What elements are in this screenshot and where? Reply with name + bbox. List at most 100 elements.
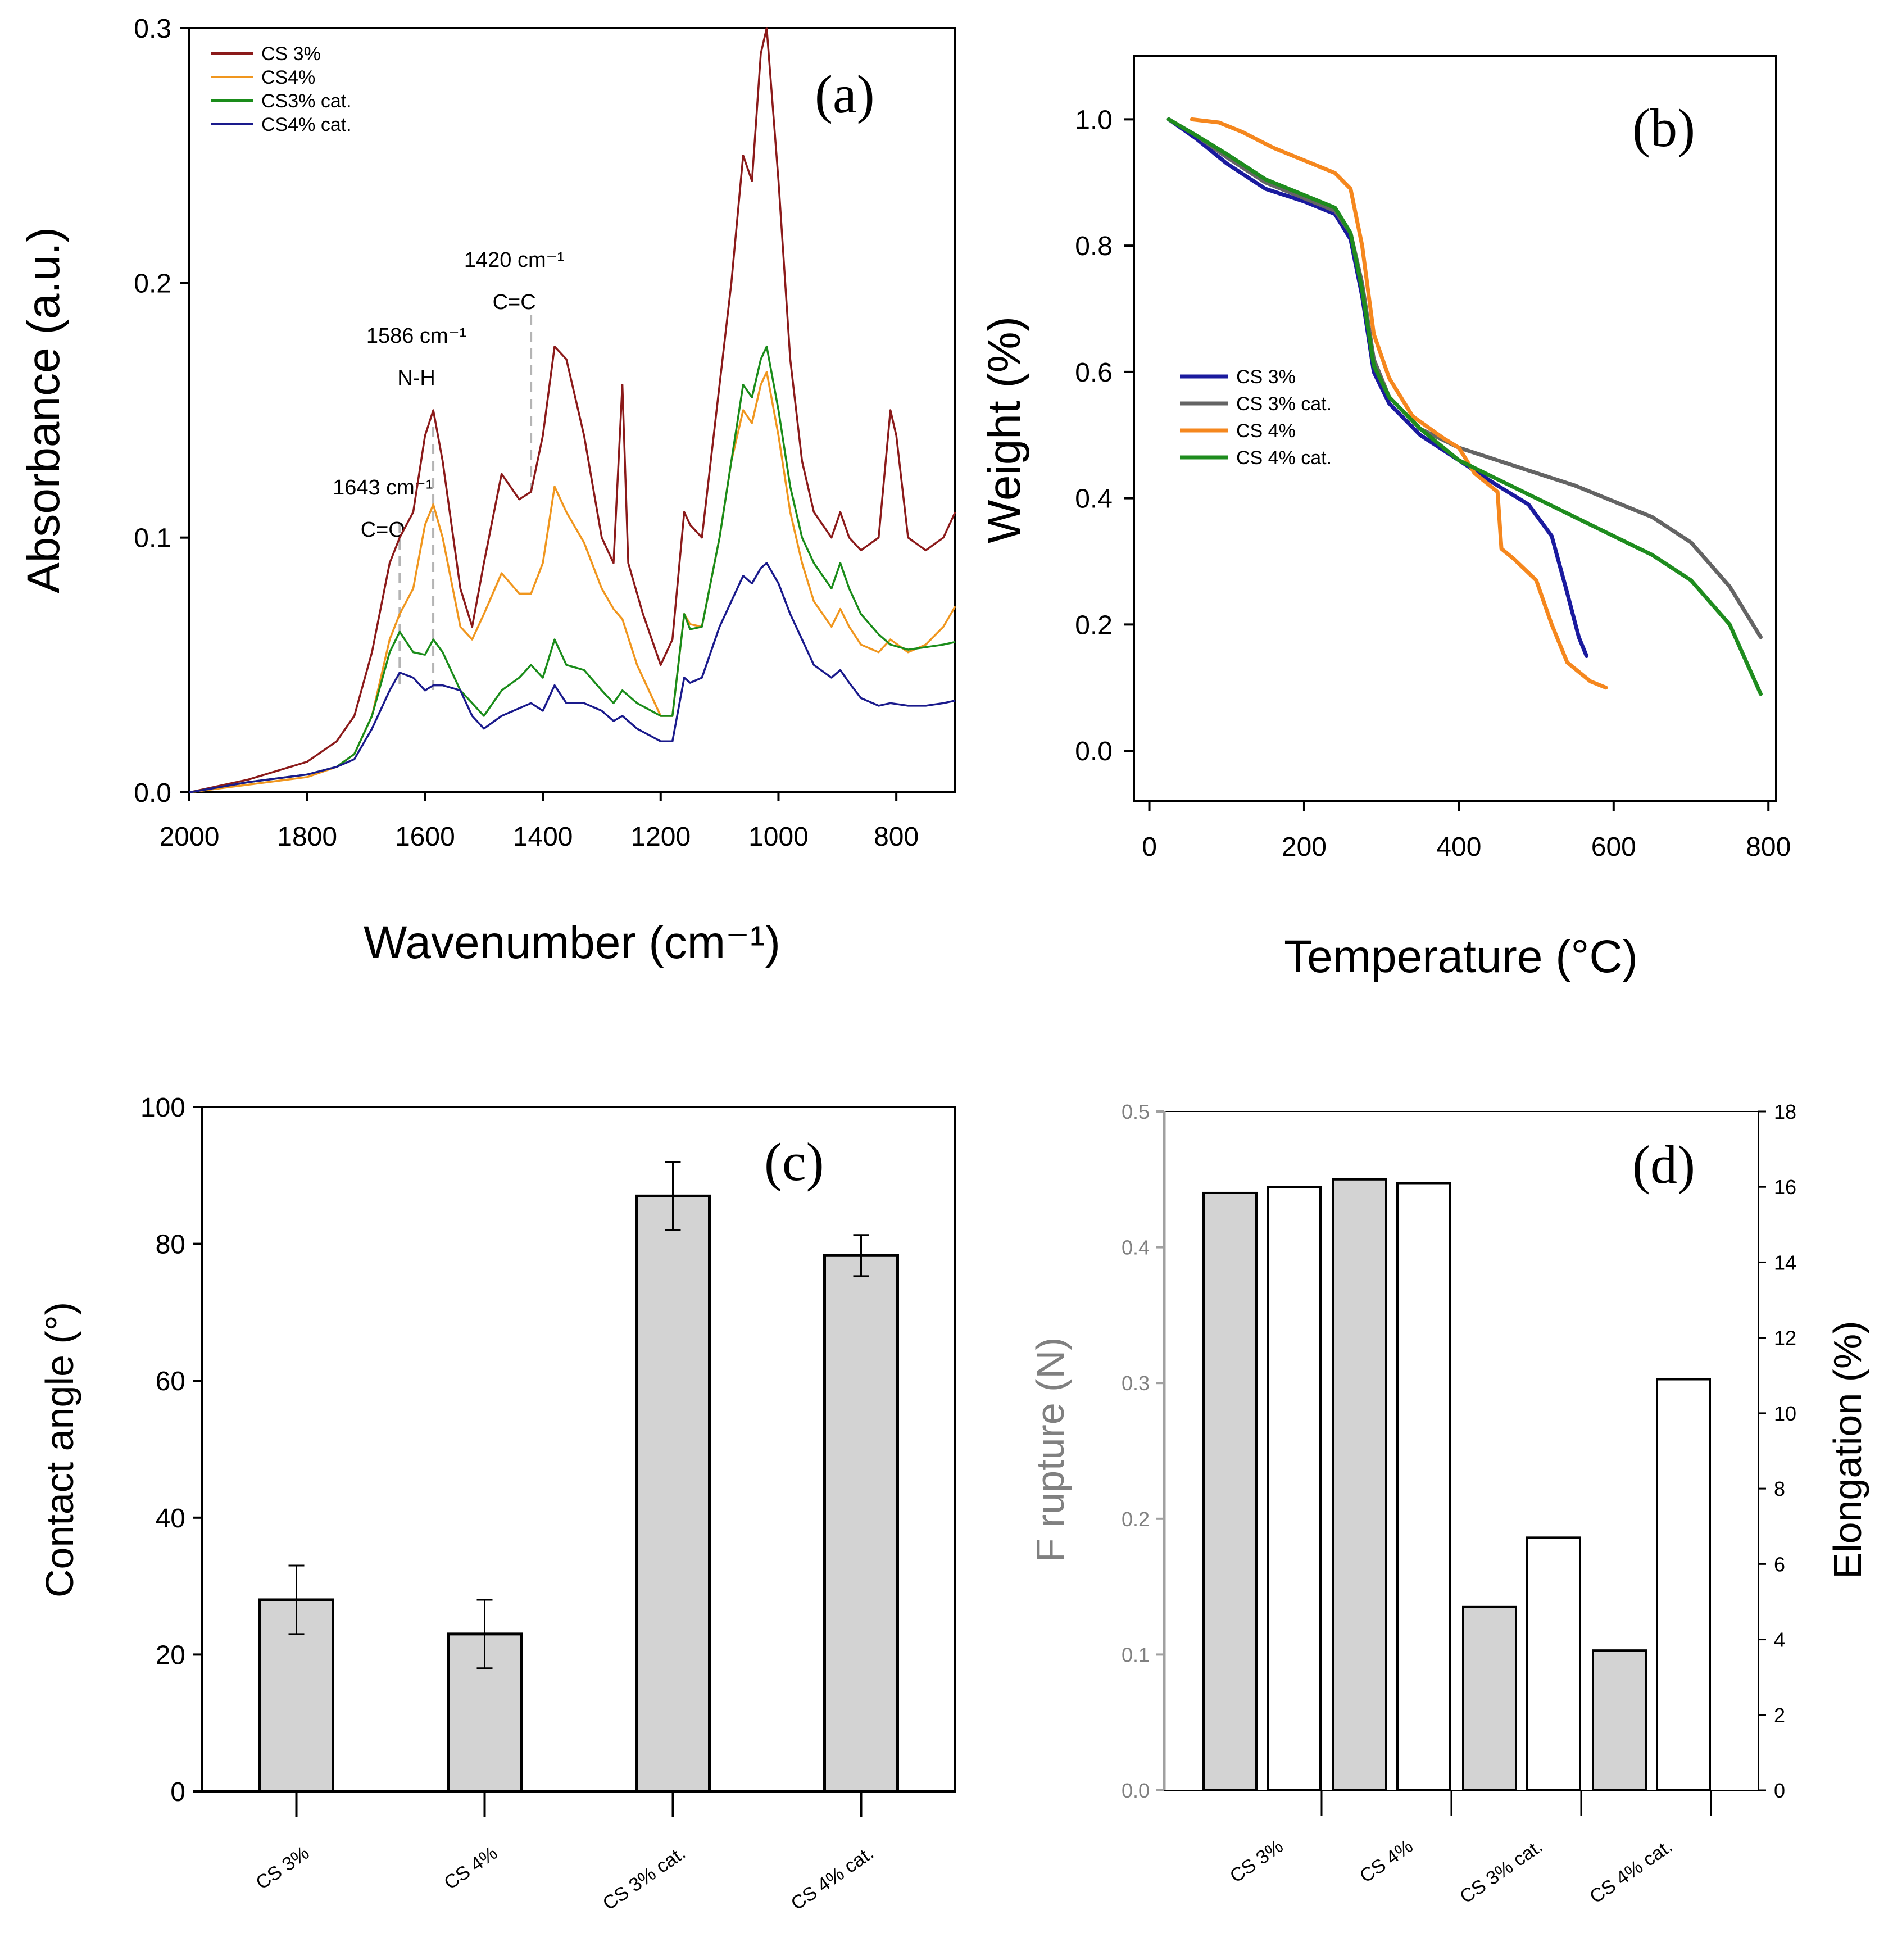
legend-label: CS 3% (1236, 366, 1296, 388)
panel-d-categories: CS 3% CS 4% CS 3% cat. CS 4% cat. (1226, 1790, 1712, 1908)
panel-a-ylabel: Absorbance (a.u.) (18, 227, 69, 593)
panel-a-series (189, 27, 956, 793)
legend-label: CS4% cat. (261, 114, 352, 135)
y-tick-label-right: 18 (1774, 1100, 1796, 1123)
panel-b-series (1166, 117, 1763, 696)
panel-c-contact-angle: 0 20 40 60 80 100 CS 3% CS 4% CS 3% cat. CS 4% c… (38, 1093, 956, 1914)
y-tick-label-right: 10 (1774, 1402, 1796, 1425)
series-line-2 (189, 345, 956, 793)
legend-label: CS 3% (261, 43, 321, 65)
bar-f-rupture (1462, 1605, 1517, 1792)
y-tick-label-right: 2 (1774, 1704, 1785, 1727)
y-tick-label-right: 12 (1774, 1327, 1796, 1350)
category-label: CS 3% cat. (599, 1842, 689, 1914)
bar-f-rupture (1592, 1649, 1647, 1792)
y-tick-label: 0 (170, 1777, 185, 1807)
y-tick-label-left: 0.3 (1122, 1372, 1150, 1395)
bar (823, 1254, 899, 1793)
x-tick-label: 0 (1142, 832, 1157, 862)
x-tick-label: 600 (1591, 832, 1636, 862)
bar-elongation (1656, 1378, 1711, 1791)
series-line-1 (189, 371, 956, 793)
y-tick-label-left: 0.0 (1122, 1779, 1150, 1802)
panel-a-ftir: 2000 1800 1600 1400 1200 1000 8000.00.10.20.3 … (18, 14, 956, 968)
panel-b-legend: CS 3% CS 3% cat. CS 4% CS 4% cat. (1180, 366, 1332, 469)
panel-d-ylabel-right: Elongation (%) (1826, 1321, 1869, 1578)
y-tick-label: 0.3 (134, 14, 171, 44)
y-tick-label: 100 (140, 1093, 185, 1123)
x-tick-label: 1800 (277, 822, 337, 852)
legend-label: CS 4% (1236, 420, 1296, 442)
series-line-0 (1166, 117, 1589, 658)
panel-b-ticks: 0 200 400 600 800 0.0 0.2 0.4 0.6 0.8 1.0 (1075, 105, 1791, 862)
x-tick-label: 400 (1436, 832, 1481, 862)
y-tick-label: 0.1 (134, 524, 171, 553)
y-tick-label: 80 (156, 1230, 185, 1260)
legend-label: CS4% (261, 67, 315, 88)
panel-b-label: (b) (1632, 98, 1695, 158)
y-tick-label: 40 (156, 1504, 185, 1533)
y-tick-label-left: 0.5 (1122, 1100, 1150, 1123)
category-label: CS 4% (441, 1842, 501, 1894)
y-tick-label: 0.0 (134, 778, 171, 808)
y-tick-label-left: 0.4 (1122, 1236, 1150, 1259)
panel-b-frame (1133, 55, 1777, 802)
panel-a-frame (188, 27, 956, 793)
y-tick-label-left: 0.1 (1122, 1643, 1150, 1666)
y-tick-label: 0.4 (1075, 484, 1113, 514)
x-tick-label: 800 (874, 822, 919, 852)
y-tick-label: 0.6 (1075, 358, 1113, 388)
legend-label: CS 4% cat. (1236, 447, 1332, 469)
panel-d-bars (1202, 1178, 1711, 1792)
bar (635, 1194, 711, 1793)
panel-c-label: (c) (764, 1132, 824, 1192)
annotation-bond: N-H (397, 366, 435, 390)
bar-f-rupture (1202, 1191, 1258, 1791)
y-tick-label: 0.0 (1075, 737, 1113, 766)
y-tick-label-right: 14 (1774, 1251, 1796, 1274)
x-tick-label: 1600 (395, 822, 455, 852)
x-tick-label: 200 (1282, 832, 1327, 862)
y-tick-label: 0.2 (134, 269, 171, 298)
category-label: CS 4% cat. (787, 1842, 878, 1914)
legend-label: CS3% cat. (261, 90, 352, 112)
panel-a-xlabel: Wavenumber (cm⁻¹) (364, 917, 780, 968)
y-tick-label: 0.8 (1075, 232, 1113, 261)
legend-label: CS 3% cat. (1236, 393, 1332, 415)
panel-c-categories: CS 3% CS 4% CS 3% cat. CS 4% cat. (252, 1791, 878, 1914)
y-tick-label-right: 16 (1774, 1176, 1796, 1199)
panel-d-label: (d) (1632, 1135, 1695, 1195)
annotation-wavenumber: 1586 cm⁻¹ (366, 324, 466, 348)
panel-d-ticks: 0.0 0.1 0.2 0.3 0.4 0.5 0 2 4 6 8 10 12 14 16 18 (1122, 1100, 1796, 1802)
series-line-3 (189, 562, 956, 793)
panel-a-legend: CS 3%CS4%CS3% cat.CS4% cat. (211, 43, 352, 135)
category-label: CS 4% cat. (1586, 1835, 1676, 1908)
y-tick-label-left: 0.2 (1122, 1508, 1150, 1531)
panel-d-ylabel-left: F rupture (N) (1028, 1337, 1072, 1563)
bar-elongation (1267, 1186, 1322, 1791)
y-tick-label: 0.2 (1075, 610, 1113, 640)
bar-elongation (1396, 1182, 1451, 1792)
category-label: CS 3% (252, 1842, 313, 1894)
panel-a-ticks: 2000 1800 1600 1400 1200 1000 800 0.0 0.1 0.2 0.3 (134, 14, 919, 852)
panel-c-ticks: 0 20 40 60 80 100 (140, 1093, 202, 1807)
category-label: CS 3% (1226, 1835, 1287, 1887)
series-line-2 (1190, 117, 1608, 690)
x-tick-label: 800 (1746, 832, 1791, 862)
annotation-bond: C=O (361, 518, 405, 542)
annotation-wavenumber: 1420 cm⁻¹ (464, 248, 564, 272)
category-label: CS 4% (1356, 1835, 1417, 1887)
x-tick-label: 1000 (748, 822, 809, 852)
panel-a-label: (a) (815, 64, 875, 124)
y-tick-label-right: 6 (1774, 1553, 1785, 1576)
y-tick-label: 60 (156, 1367, 185, 1396)
x-tick-label: 2000 (160, 822, 220, 852)
y-tick-label-right: 8 (1774, 1477, 1785, 1500)
series-line-0 (189, 27, 956, 793)
panel-b-xlabel: Temperature (°C) (1284, 931, 1638, 982)
series-line-3 (1166, 117, 1763, 696)
